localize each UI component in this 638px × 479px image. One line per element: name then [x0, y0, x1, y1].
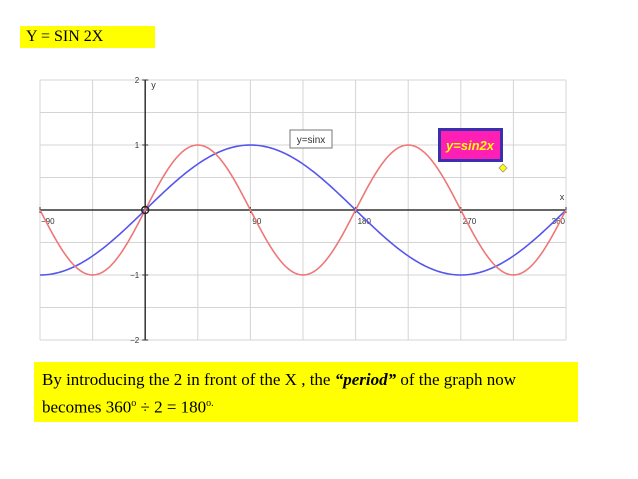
y-tick-label: 1: [135, 141, 140, 150]
y-tick-label: −2: [130, 336, 140, 344]
caption-emphasis: “period”: [334, 370, 397, 389]
sinx-label: y=sinx: [297, 135, 326, 146]
y-tick-label: −1: [130, 271, 140, 280]
sin2x-label-box: [441, 131, 500, 159]
x-tick-label: 270: [463, 217, 477, 226]
series-line-sinx: [39, 144, 567, 276]
x-tick-label: −90: [41, 217, 55, 226]
y-axis-label: y: [151, 80, 156, 90]
resize-handle-icon: [498, 163, 508, 173]
chart: −90 90 180 270 360 2 1 −1 −2 x y y=sinx y=sin2x: [36, 74, 572, 345]
caption: By introducing the 2 in front of the X ,…: [34, 362, 578, 422]
caption-text-3: ÷ 2 = 180: [136, 397, 207, 417]
x-tick-label: 180: [358, 217, 372, 226]
x-axis-label: x: [560, 192, 565, 202]
origin-marker: [140, 205, 150, 215]
caption-degree-2: o.: [206, 398, 214, 409]
x-tick-label: 360: [552, 217, 566, 226]
series-line-sin2x: [39, 144, 567, 276]
sin2x-label: y=sin2x: [445, 138, 495, 153]
caption-text-2: of the graph now becomes 360: [42, 370, 517, 417]
caption-degree-1: o: [131, 398, 137, 409]
series-labels: y=sinx y=sin2x: [289, 128, 508, 173]
slide-title: Y = SIN 2X: [20, 26, 155, 48]
y-tick-label: 2: [135, 76, 140, 85]
series-lines: [39, 144, 567, 276]
sinx-label-box: [289, 129, 333, 149]
caption-text-1: By introducing the 2 in front of the X ,…: [42, 370, 335, 389]
